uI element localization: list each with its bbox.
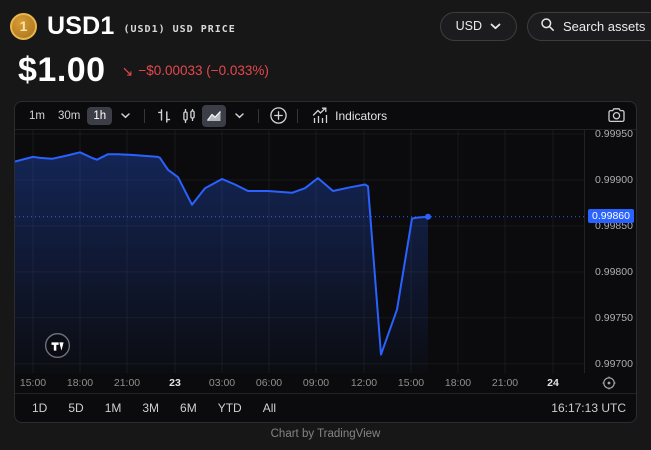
last-price-badge: 0.99860 [588,209,634,224]
chart-plot-area[interactable] [15,130,584,373]
time-axis[interactable]: 15:00 18:00 21:00 23 03:00 06:00 09:00 12:00 15:… [15,373,582,393]
bars-style-icon[interactable] [152,105,176,127]
time-tick: 15:00 [397,377,425,389]
search-icon [540,17,555,35]
range-button-1m[interactable]: 1M [98,398,129,418]
time-tick: 12:00 [350,377,378,389]
utc-clock[interactable]: 16:17:13 UTC [551,401,626,415]
axis-settings-icon[interactable] [582,373,636,393]
down-arrow-icon: ↘ [121,62,134,79]
range-button-3m[interactable]: 3M [135,398,166,418]
interval-dropdown-chevron[interactable] [113,105,137,127]
price-tick: 0.99950 [595,127,633,140]
time-tick: 18:00 [66,377,94,389]
time-tick: 23 [169,377,181,389]
price-row: $1.00 ↘ −$0.00033 (−0.033%) [18,51,651,90]
search-assets-button[interactable]: Search assets [527,11,651,41]
page-subtitle: (USD1) USD PRICE [123,23,236,35]
interval-button-1h[interactable]: 1h [87,106,113,125]
currency-select-button[interactable]: USD [439,11,517,41]
price-change-text: −$0.00033 (−0.033%) [138,63,269,78]
range-button-5d[interactable]: 5D [61,398,90,418]
usd1-coin-icon: 1 [10,12,37,40]
interval-button-30m[interactable]: 30m [52,107,86,125]
currency-label: USD [455,19,482,33]
candles-style-icon[interactable] [177,105,201,127]
time-tick: 24 [547,377,559,389]
price-tick: 0.99700 [595,357,633,370]
search-label: Search assets [563,18,646,34]
price-chart[interactable] [15,130,584,373]
indicators-icon [311,107,329,124]
chevron-down-icon [490,23,501,30]
range-bar: 1D 5D 1M 3M 6M YTD All 16:17:13 UTC [15,393,636,422]
toolbar-divider [297,108,299,123]
price-axis[interactable]: 0.99950 0.99900 0.99850 0.99800 0.99750 0.997… [584,127,636,373]
compare-plus-icon[interactable] [266,105,290,127]
time-tick: 09:00 [302,377,330,389]
interval-buttons: 1m 30m 1h [23,106,113,125]
toolbar-divider [144,108,146,123]
price-change: ↘ −$0.00033 (−0.033%) [122,63,269,78]
time-tick: 03:00 [208,377,236,389]
time-tick: 06:00 [255,377,283,389]
indicators-button[interactable]: Indicators [305,104,393,127]
current-price: $1.00 [18,51,106,89]
chart-widget: 1m 30m 1h [14,101,637,423]
style-dropdown-chevron[interactable] [227,105,251,127]
range-button-1d[interactable]: 1D [25,398,54,418]
toolbar-divider [258,108,260,123]
time-tick: 21:00 [113,377,141,389]
range-button-6m[interactable]: 6M [173,398,204,418]
page-title: USD1 [47,11,115,40]
tradingview-attribution-link[interactable]: Chart by TradingView [270,428,381,440]
indicators-label: Indicators [335,108,388,123]
range-button-all[interactable]: All [256,398,283,418]
interval-button-1m[interactable]: 1m [23,107,51,125]
range-button-ytd[interactable]: YTD [211,398,249,418]
tradingview-logo[interactable] [44,332,71,359]
time-tick: 15:00 [19,377,47,389]
range-buttons: 1D 5D 1M 3M 6M YTD All [25,398,283,418]
price-tick: 0.99800 [595,265,633,278]
chart-toolbar: 1m 30m 1h [15,102,636,130]
time-tick: 21:00 [491,377,519,389]
price-tick: 0.99750 [595,311,633,324]
camera-snapshot-icon[interactable] [604,105,628,127]
price-tick: 0.99900 [595,173,633,186]
time-tick: 18:00 [444,377,472,389]
header: 1 USD1 (USD1) USD PRICE USD Search asset… [0,0,651,44]
area-style-icon[interactable] [202,104,227,127]
